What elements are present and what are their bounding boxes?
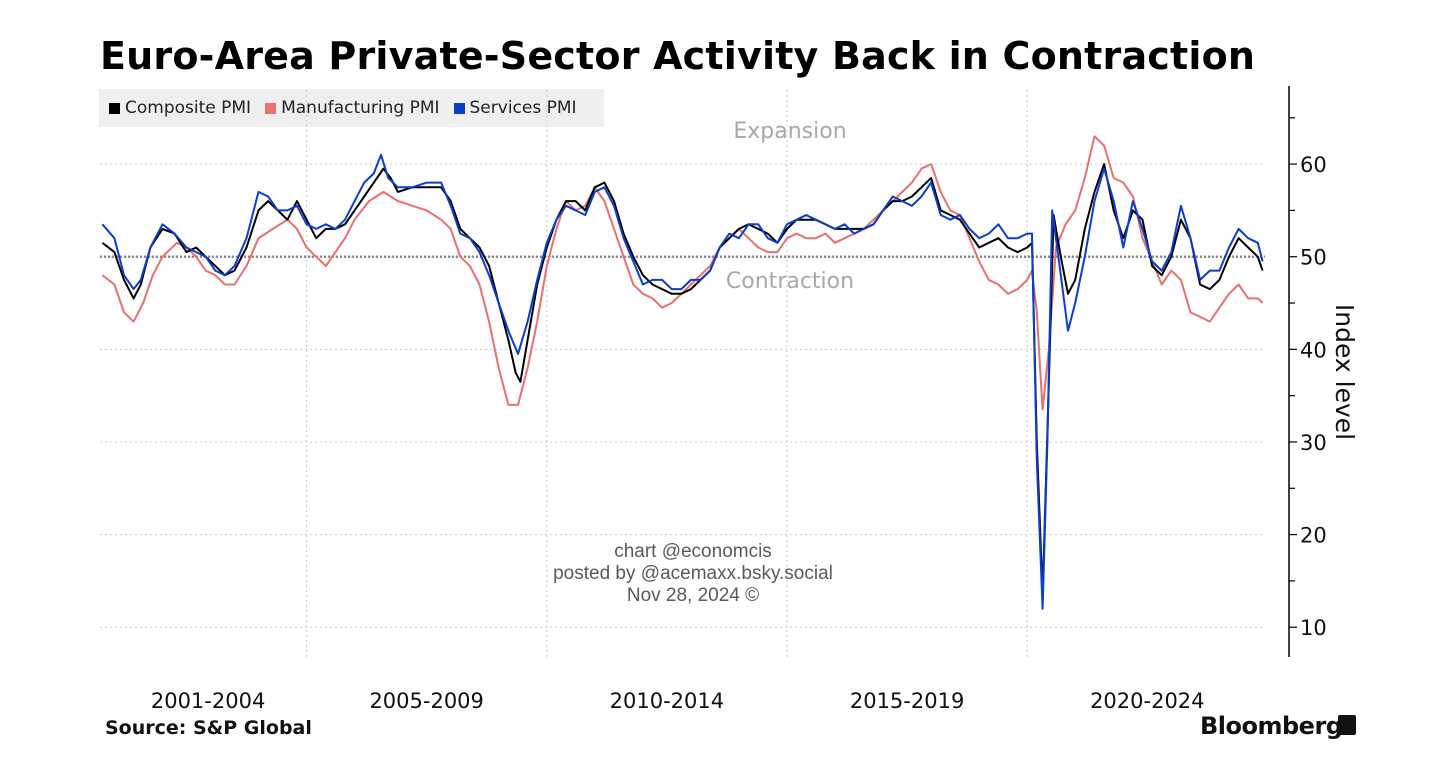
legend-label-composite: Composite PMI xyxy=(125,98,252,118)
series-line-services-pmi xyxy=(101,153,1264,610)
series-line-manufacturing-pmi xyxy=(101,135,1264,411)
watermark-line-1: chart @economcis xyxy=(614,541,772,562)
legend-label-manufacturing: Manufacturing PMI xyxy=(281,98,440,118)
legend: Composite PMI Manufacturing PMI Services… xyxy=(99,89,604,127)
y-tick-label: 50 xyxy=(1300,246,1327,270)
legend-item-manufacturing[interactable]: Manufacturing PMI xyxy=(265,98,440,118)
y-tick-label: 60 xyxy=(1300,153,1327,177)
x-tick-label: 2020-2024 xyxy=(1090,689,1204,713)
x-tick-label: 2005-2009 xyxy=(369,689,483,713)
y-tick-label: 10 xyxy=(1300,616,1327,640)
y-tick-label: 30 xyxy=(1300,431,1327,455)
legend-swatch-manufacturing xyxy=(265,102,277,114)
y-tick-label: 40 xyxy=(1300,338,1327,362)
chart-title: Euro-Area Private-Sector Activity Back i… xyxy=(100,34,1256,78)
legend-swatch-services xyxy=(453,102,465,114)
series-line-composite-pmi xyxy=(101,163,1264,596)
x-tick-label: 2001-2004 xyxy=(151,689,265,713)
source-note: Source: S&P Global xyxy=(105,717,312,739)
y-tick-label: 20 xyxy=(1300,524,1327,548)
annotation-expansion: Expansion xyxy=(733,119,846,144)
x-tick-label: 2015-2019 xyxy=(850,689,964,713)
watermark: chart @economcis posted by @acemaxx.bsky… xyxy=(493,541,893,607)
brand-logo: Bloomberg xyxy=(1200,712,1343,740)
bloomberg-terminal-icon xyxy=(1338,715,1356,735)
legend-item-services[interactable]: Services PMI xyxy=(453,98,577,118)
watermark-line-2: posted by @acemaxx.bsky.social xyxy=(553,563,833,584)
legend-label-services: Services PMI xyxy=(469,98,577,118)
y-axis-label: Index level xyxy=(1330,304,1359,440)
legend-swatch-composite xyxy=(109,102,120,114)
annotation-contraction: Contraction xyxy=(726,269,854,294)
x-tick-label: 2010-2014 xyxy=(610,689,724,713)
watermark-line-3: Nov 28, 2024 © xyxy=(626,585,760,606)
legend-item-composite[interactable]: Composite PMI xyxy=(109,98,251,118)
